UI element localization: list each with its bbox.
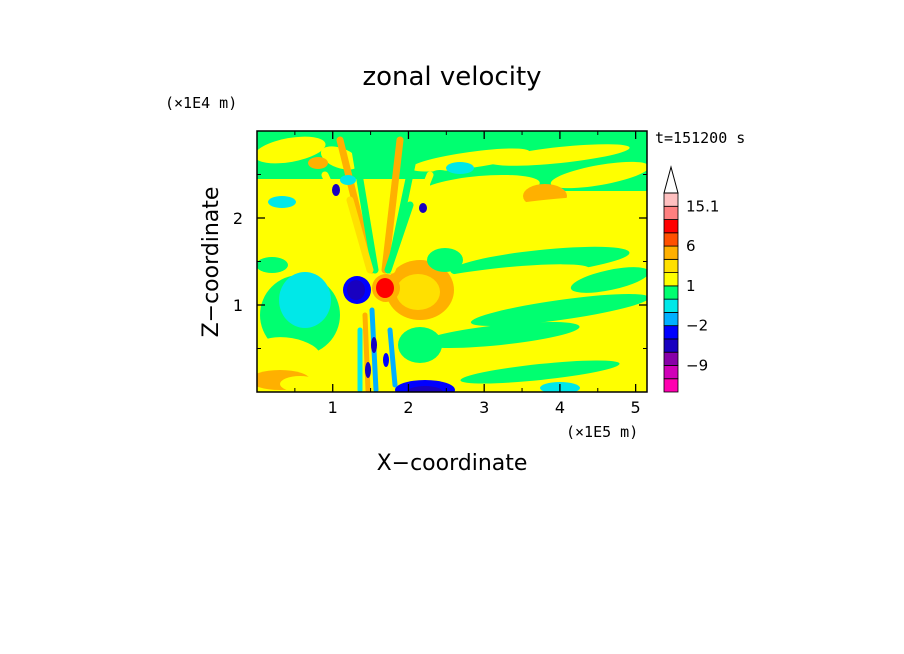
x-axis-label: X−coordinate	[377, 451, 528, 476]
colorbar-swatch	[663, 365, 679, 380]
contour-band-blob	[420, 229, 540, 251]
contour-band-blob	[520, 335, 640, 361]
colorbar-swatch	[663, 311, 679, 327]
contour-blob	[257, 136, 326, 164]
x-tick-label: 2	[403, 398, 413, 417]
x-tick-label: 5	[631, 398, 641, 417]
colorbar-swatch	[663, 232, 679, 247]
contour-blob	[427, 248, 463, 272]
y-tick-label: 1	[233, 296, 243, 315]
colorbar-swatch	[663, 245, 679, 260]
contour-stalk	[362, 312, 371, 392]
colorbar-swatch	[663, 258, 679, 274]
contour-blob	[398, 327, 442, 363]
contour-band-blob	[410, 350, 530, 370]
contour-field	[257, 131, 647, 392]
contour-blob	[257, 257, 288, 273]
chart-title: zonal velocity	[362, 62, 541, 92]
contour-blob	[280, 376, 320, 392]
colorbar-label: 15.1	[686, 197, 719, 215]
contour-band-blob	[410, 148, 530, 172]
colorbar-label: −2	[686, 317, 708, 335]
x-tick-label: 4	[555, 398, 565, 417]
x-scale-label: (×1E5 m)	[566, 423, 638, 441]
contour-ray	[384, 201, 414, 274]
colorbar-label: 6	[686, 237, 696, 255]
contour-band-blob	[420, 174, 540, 202]
contour-blob	[279, 272, 331, 328]
colorbar-label: 1	[686, 277, 696, 295]
x-tick-label: 1	[328, 398, 338, 417]
contour-blob	[396, 274, 440, 310]
contour-blob	[266, 223, 334, 257]
contour-blob	[320, 146, 360, 170]
contour-ray	[388, 171, 434, 274]
contour-blob	[371, 337, 377, 353]
positive-core-inner	[376, 278, 394, 298]
contour-band-blob	[446, 162, 474, 174]
contour-band-blob	[470, 294, 647, 326]
contour-band-blob	[410, 264, 590, 292]
contour-band-blob	[550, 216, 647, 244]
contour-blob	[268, 196, 296, 208]
contour-blob	[365, 362, 371, 378]
y-ticks: 12	[233, 174, 647, 349]
contour-band-blob	[460, 360, 620, 384]
colorbar-swatch	[663, 285, 679, 300]
contour-band-blob	[550, 161, 647, 189]
colorbar-swatch	[663, 192, 679, 207]
contour-band-blob	[570, 375, 647, 392]
colorbar-swatch	[663, 325, 679, 340]
contour-ray	[351, 146, 379, 274]
negative-core-inner	[347, 280, 365, 300]
colorbar-swatch	[663, 338, 679, 353]
contour-blob	[308, 157, 328, 169]
colorbar: 15.1 6 1 −2 −9	[663, 165, 719, 393]
colorbar-swatch	[663, 298, 679, 313]
colorbar-label: −9	[686, 356, 708, 374]
contour-band-blob	[420, 322, 580, 348]
contour-blob	[419, 203, 427, 213]
contour-band-blob	[430, 170, 450, 180]
contour-blob	[332, 184, 340, 196]
contour-blob	[260, 337, 320, 363]
y-scale-label: (×1E4 m)	[165, 94, 237, 112]
x-tick-label: 3	[479, 398, 489, 417]
colorbar-swatch	[663, 219, 679, 234]
contour-band-blob	[570, 267, 647, 293]
colorbar-over-arrow	[663, 165, 679, 194]
colorbar-swatch	[663, 378, 679, 393]
colorbar-swatch	[663, 205, 679, 220]
contour-blob	[340, 175, 356, 185]
y-axis-label: Z−coordinate	[199, 187, 224, 338]
contour-blob	[407, 386, 443, 392]
contour-blob	[383, 353, 389, 367]
contour-band-blob	[590, 310, 647, 330]
contour-stalk	[377, 312, 389, 392]
contour-band-blob	[420, 196, 620, 234]
contour-ray	[381, 136, 404, 274]
contour-band-blob	[490, 144, 630, 166]
colorbar-swatch	[663, 272, 679, 287]
time-label: t=151200 s	[655, 129, 745, 147]
contour-ray	[346, 196, 374, 274]
contour-stalk	[387, 327, 398, 388]
colorbar-swatch	[663, 351, 679, 366]
plot-area	[257, 131, 647, 392]
y-tick-label: 2	[233, 209, 243, 228]
x-ticks: 1 2 3 4 5	[294, 131, 641, 417]
